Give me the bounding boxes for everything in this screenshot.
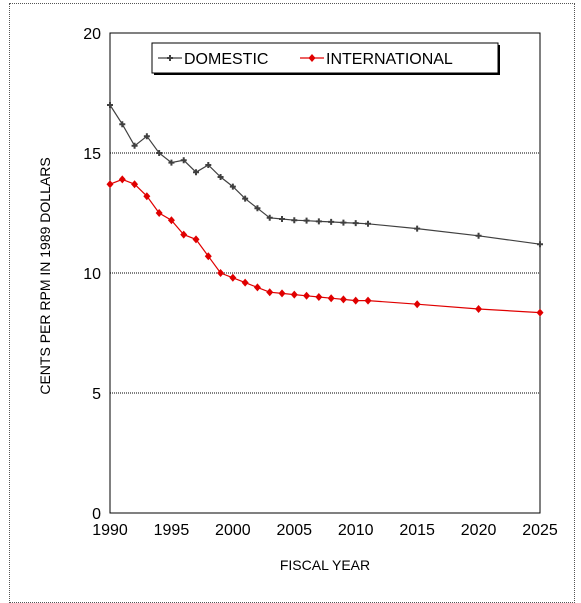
data-point [168, 159, 175, 166]
data-point [303, 291, 311, 300]
data-point [328, 218, 335, 225]
data-point [352, 296, 360, 305]
data-point [413, 300, 421, 309]
data-point [204, 252, 212, 261]
series-domestic [107, 102, 543, 248]
series-international [106, 175, 544, 317]
y-tick-label: 5 [92, 386, 101, 403]
x-tick-label: 2010 [338, 522, 374, 539]
legend-label: DOMESTIC [184, 51, 268, 68]
data-point [180, 157, 187, 164]
legend-marker-international [308, 54, 316, 62]
data-point [340, 219, 347, 226]
data-point [119, 121, 126, 128]
line-chart: 0 5 10 15 20 1990 1995 2000 2005 2010 2015 2020 2025… [37, 26, 558, 573]
x-tick-label: 1995 [154, 522, 190, 539]
plot-area [109, 32, 541, 514]
data-point [131, 180, 139, 189]
data-point [414, 225, 421, 232]
y-tick-label: 15 [83, 146, 101, 163]
data-point [229, 183, 236, 190]
data-point [241, 278, 249, 287]
data-point [290, 290, 298, 299]
data-point [193, 169, 199, 176]
data-point [327, 294, 335, 303]
data-point [192, 235, 200, 244]
data-point [106, 180, 114, 189]
data-point [131, 142, 138, 149]
data-point [156, 150, 163, 156]
data-point [155, 209, 163, 217]
data-point [278, 289, 286, 298]
x-tick-label: 2000 [215, 522, 251, 539]
tick-labels: 0 5 10 15 20 1990 1995 2000 2005 2010 2015 2020 2025 [83, 26, 558, 539]
legend: DOMESTIC INTERNATIONAL [151, 42, 500, 75]
data-point [143, 192, 151, 201]
data-point [537, 241, 543, 248]
data-point [217, 174, 224, 180]
data-point [475, 305, 483, 313]
data-point [279, 216, 285, 222]
legend-box [151, 42, 499, 74]
legend-marker-domestic [167, 55, 173, 61]
series-line-international [109, 178, 541, 314]
data-point [364, 296, 372, 305]
data-point [352, 220, 359, 227]
data-point [536, 308, 544, 317]
data-point [339, 295, 347, 304]
data-point [253, 283, 261, 292]
data-point [143, 133, 150, 140]
data-point [365, 220, 371, 227]
gridlines [110, 152, 540, 394]
x-tick-label: 2020 [461, 522, 497, 539]
data-point [118, 175, 126, 184]
data-point [475, 232, 482, 239]
data-point [315, 293, 323, 301]
x-tick-label: 2005 [276, 522, 312, 539]
data-point [266, 288, 274, 297]
x-tick-label: 1990 [92, 522, 128, 539]
x-tick-label: 2025 [522, 522, 558, 539]
data-point [315, 218, 322, 225]
data-point [217, 269, 225, 277]
data-point [205, 162, 212, 168]
y-tick-label: 10 [83, 266, 101, 283]
y-tick-label: 0 [92, 506, 101, 523]
data-point [303, 217, 310, 224]
data-point [229, 273, 237, 282]
data-point [254, 205, 261, 212]
series-layer [106, 102, 544, 317]
data-point [266, 214, 273, 221]
y-axis-label: CENTS PER RPM IN 1989 DOLLARS [37, 157, 53, 394]
data-point [107, 102, 113, 108]
data-point [291, 217, 298, 224]
data-point [167, 216, 175, 225]
y-tick-label: 20 [83, 26, 101, 43]
data-point [242, 195, 249, 202]
x-axis-label: FISCAL YEAR [280, 557, 370, 573]
data-point [180, 230, 188, 239]
legend-label: INTERNATIONAL [326, 51, 453, 68]
x-tick-label: 2015 [399, 522, 435, 539]
